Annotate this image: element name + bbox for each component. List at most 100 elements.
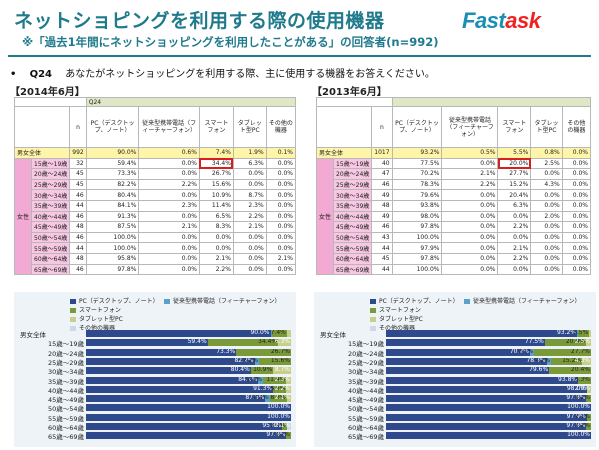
age-label: 45歳～49歳 [333, 221, 373, 233]
cell-value: 0.0% [561, 168, 592, 180]
category-label: 35歳～39歳 [47, 377, 84, 386]
data-label: 84.1% [238, 376, 258, 383]
cell-value: 90.0% [85, 147, 140, 159]
category-label: 25歳～29歳 [47, 358, 84, 367]
bar-track: 70.2% 2.1% 27.7% [386, 348, 591, 356]
bar-segment [589, 330, 591, 337]
page-title: ネットショピングを利用する際の使用機器 [14, 10, 385, 32]
cell-value: 2.1% [232, 221, 267, 233]
age-label: 40歳～44歳 [333, 210, 373, 223]
cell-n: 44 [69, 242, 87, 254]
cell-value: 0.0% [441, 210, 499, 223]
bar-segment: 20.0% [544, 339, 586, 347]
data-label: 20.0% [565, 339, 585, 346]
category-label: 50歳～54歳 [47, 405, 84, 414]
cell-n: 992 [69, 147, 87, 159]
age-label: 15歳～19歳 [31, 157, 71, 170]
cell-n: 46 [69, 263, 87, 276]
legend-item: PC（デスクトップ、ノート） [70, 296, 159, 305]
cell-value: 93.8% [391, 199, 443, 212]
cell-value: 4.3% [530, 178, 563, 191]
cell-n: 43 [371, 231, 393, 244]
category-label: 30歳～34歳 [47, 368, 84, 377]
legend-swatch [70, 308, 76, 313]
table-row: 60歳～64歳 48 95.8% 0.0% 2.1% 0.0% 2.1% [15, 252, 297, 265]
cell-value: 82.2% [85, 178, 140, 191]
data-label: 2.1% [274, 423, 290, 429]
cell-value: 0.0% [232, 252, 267, 265]
cell-value: 0.0% [441, 189, 499, 201]
bar-segment: 2.0% [575, 385, 591, 393]
cell-n: 45 [69, 168, 87, 180]
bar-track: 97.9% 2.1% [386, 413, 591, 421]
age-label: 65歳～69歳 [31, 263, 71, 276]
category-label: 45歳～49歳 [47, 396, 84, 405]
category-label: 25歳～29歳 [347, 358, 384, 367]
category-label: 20歳～24歳 [347, 349, 384, 358]
cell-n: 44 [371, 242, 393, 254]
category-label: 男女全体 [320, 331, 346, 339]
cell-value: 6.5% [198, 210, 234, 223]
cell-value: 0.0% [265, 199, 297, 212]
table-row: 45歳～49歳 46 97.8% 0.0% 2.2% 0.0% 0.0% [317, 221, 592, 233]
cell-value: 2.2% [138, 178, 200, 191]
legend-label: タブレット型PC [79, 316, 123, 323]
data-label: 79.6% [529, 367, 549, 374]
data-label: 10.9% [253, 367, 273, 374]
cell-value: 0.0% [561, 157, 592, 170]
data-label: 87.5% [245, 395, 265, 402]
bar-track: 100.0% [386, 404, 591, 412]
table-header: その他の機器 [265, 106, 297, 148]
bar-segment: 34.4% [207, 339, 279, 347]
table-corner [316, 97, 393, 107]
bar-track: 97.8% 2.2% [386, 423, 591, 430]
data-label: 20.4% [570, 367, 590, 374]
cell-value: 2.1% [265, 252, 297, 265]
cell-value: 0.0% [561, 178, 592, 191]
category-label: 50歳～54歳 [347, 405, 384, 414]
cell-value: 0.0% [561, 199, 592, 212]
cell-value: 97.9% [391, 242, 443, 254]
age-label: 55歳～59歳 [333, 242, 373, 254]
year-label-2013: 【2013年6月】 [312, 87, 387, 98]
age-label: 25歳～29歳 [31, 178, 71, 191]
data-label: 6.3% [574, 376, 590, 383]
data-label: 100.0% [267, 404, 290, 411]
bar-segment: 27.7% [534, 348, 591, 356]
table-header: PC（デスクトップ、ノート） [85, 106, 140, 148]
age-label: 20歳～24歳 [333, 168, 373, 180]
legend-label: 従来型携帯電話（フィーチャーフォン） [473, 298, 581, 305]
cell-n: 48 [69, 221, 87, 233]
age-label: 45歳～49歳 [31, 221, 71, 233]
cell-value: 0.0% [530, 189, 563, 201]
bar-segment: 93.8% [386, 376, 579, 384]
data-label: 98.0% [566, 385, 586, 392]
data-label: 5.5% [573, 330, 589, 336]
age-label: 15歳～19歳 [333, 157, 373, 170]
bar-segment: 97.8% [86, 432, 287, 440]
legend-item: PC（デスクトップ、ノート） [370, 296, 459, 305]
title-divider [8, 55, 591, 57]
bar-segment: 4.3% [575, 357, 591, 365]
bar-track: 93.2% 5.5% [386, 330, 591, 337]
legend-swatch [370, 326, 376, 331]
cell-value: 100.0% [391, 231, 443, 244]
bar-track: 84.1% 2.3% 11.4% 2.3% [86, 376, 291, 384]
stacked-bar-chart-2014: PC（デスクトップ、ノート） 従来型携帯電話（フィーチャーフォン） スマートフォンタ… [14, 292, 296, 447]
cell-value: 0.0% [441, 199, 499, 212]
cell-value: 0.0% [265, 189, 297, 201]
cell-value: 7.4% [198, 147, 234, 159]
bar-segment [577, 330, 579, 337]
table-row: 20歳～24歳 45 73.3% 0.0% 26.7% 0.0% 0.0% [15, 168, 297, 180]
bar-segment: 77.5% [386, 339, 545, 347]
cell-value: 0.0% [530, 263, 563, 276]
cell-n: 46 [371, 221, 393, 233]
category-label: 20歳～24歳 [47, 349, 84, 358]
cell-n: 44 [371, 263, 393, 276]
table-row-total: 男女全体 1017 93.2% 0.5% 5.5% 0.8% 0.0% [315, 147, 592, 159]
category-label: 65歳～69歳 [47, 433, 84, 442]
category-label: 15歳～19歳 [347, 340, 384, 349]
table-row: 20歳～24歳 47 70.2% 2.1% 27.7% 0.0% 0.0% [317, 168, 592, 180]
cell-value: 2.1% [497, 242, 532, 254]
cell-value: 0.0% [530, 168, 563, 180]
